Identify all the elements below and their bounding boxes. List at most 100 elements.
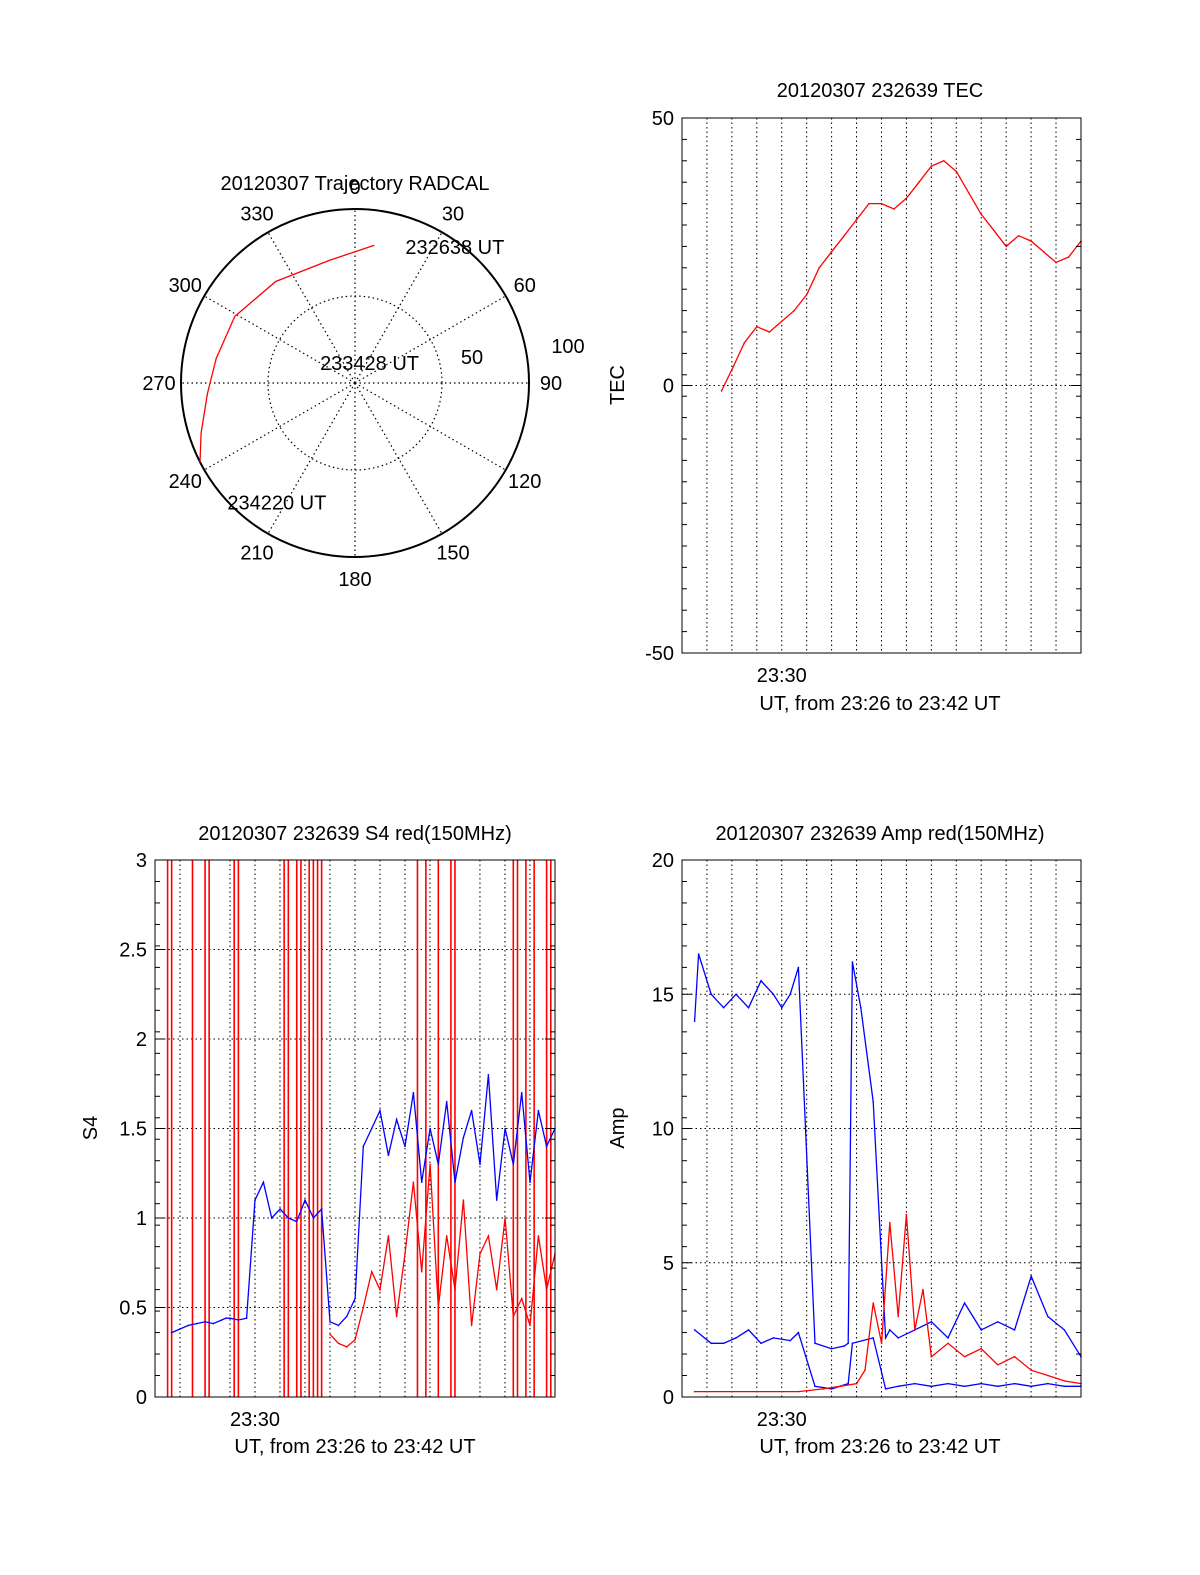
p3-series-1-point-26 [545, 1288, 548, 1291]
p3-series-1-point-13 [437, 1306, 440, 1309]
p4-series-0-point-30 [1063, 1329, 1066, 1331]
p3-series-0-point-7 [225, 1317, 227, 1319]
polar-azimuth-label-0: 0 [349, 177, 360, 199]
p3-series-1-point-15 [454, 1288, 456, 1291]
p3-series-0-point-40 [495, 1199, 498, 1201]
p4-series-0-point-3 [722, 1006, 725, 1009]
amp-x-tick-label: 23:30 [757, 1409, 807, 1431]
p3-series-1-point-7 [387, 1235, 390, 1237]
polar-azimuth-labels: 0 30 60 90 120 150 180 210 240 270 300 330 [142, 177, 562, 591]
p4-series-2-point-7 [872, 1302, 874, 1304]
s4-y-ticks: 0 0.5 1 1.5 2 2.5 3 [119, 850, 555, 1409]
p4-series-0-point-10 [797, 966, 800, 969]
p4-series-2-point-6 [864, 1369, 866, 1371]
p4-series-1-point-10 [830, 1388, 833, 1390]
p3-series-0-point-14 [279, 1208, 281, 1210]
p4-series-0-point-29 [1047, 1315, 1049, 1318]
p4-y-tick-label-3: 15 [652, 984, 674, 1006]
p4-series-2-point-1 [756, 1390, 758, 1393]
polar-trajectory-panel: 20120307 Trajectory RADCAL 0 30 60 90 120 150… [142, 173, 584, 591]
p4-y-tick-label-0: 0 [663, 1387, 674, 1409]
p2-series-0-point-1 [731, 368, 733, 371]
p3-series-0-point-4 [204, 1321, 206, 1323]
p2-series-0-point-28 [1067, 256, 1070, 258]
p4-series-1-point-7 [789, 1339, 791, 1342]
p4-series-2-point-11 [905, 1213, 908, 1216]
p4-series-0-point-28 [1030, 1275, 1032, 1277]
p4-series-1-point-21 [997, 1385, 999, 1388]
amp-minor-ticks [682, 880, 1081, 1377]
p3-series-0-point-9 [237, 1319, 240, 1321]
s4-series [170, 1074, 556, 1348]
p2-series-0-point-7 [806, 293, 808, 296]
p3-series-0-point-41 [504, 1127, 506, 1130]
p3-series-1-point-6 [379, 1288, 381, 1291]
s4-y-axis-label: S4 [80, 1116, 102, 1140]
polar-azimuth-label-120: 120 [508, 471, 541, 493]
p4-series-0-point-2 [710, 993, 712, 996]
polar-radius-label-100: 100 [551, 336, 584, 358]
p4-series-0-point-16 [860, 1006, 862, 1009]
amp-panel: 20120307 232639 Amp red(150MHz) 0 5 10 15 20… [607, 823, 1082, 1458]
s4-panel: 20120307 232639 S4 red(150MHz) 0 0.5 1 1.5 2… [80, 823, 556, 1458]
p3-series-1-point-23 [520, 1297, 523, 1300]
p3-y-tick-label-0: 0 [136, 1387, 147, 1409]
polar-spoke-330 [267, 232, 356, 384]
polar-trajectory-line [199, 244, 375, 463]
p4-series-2-point-12 [914, 1329, 916, 1331]
p3-series-0-point-43 [520, 1091, 523, 1094]
p3-series-1-point-12 [429, 1163, 431, 1166]
p4-series-1-point-5 [760, 1342, 762, 1345]
p3-series-0-point-8 [229, 1317, 231, 1319]
p3-series-0-point-27 [387, 1154, 390, 1157]
p3-series-0-point-16 [295, 1220, 298, 1223]
p4-series-1-point-2 [722, 1342, 725, 1345]
polar-annotation-2: 233428 UT [320, 353, 419, 375]
p4-series-2-point-22 [1063, 1380, 1066, 1382]
p4-series-0-point-23 [947, 1337, 949, 1339]
p3-series-0-point-3 [195, 1322, 198, 1325]
p4-series-0-point-27 [1013, 1329, 1016, 1331]
p3-series-1-point-8 [395, 1315, 398, 1318]
polar-radius-labels: 50 100 [461, 336, 585, 369]
p2-series-0-point-23 [1005, 245, 1007, 248]
p4-series-2-point-13 [922, 1288, 924, 1291]
polar-outer-ring [180, 208, 530, 558]
p3-series-0-point-20 [329, 1321, 331, 1323]
p3-series-0-point-2 [187, 1324, 190, 1327]
p3-series-0-point-45 [537, 1109, 540, 1112]
polar-azimuth-label-60: 60 [514, 275, 536, 297]
p3-series-1-point-0 [329, 1333, 331, 1336]
p2-series-0-point-20 [968, 192, 970, 194]
p4-series-1-point-18 [947, 1382, 949, 1385]
amp-y-axis-label: Amp [607, 1107, 629, 1148]
p2-series-0-point-19 [955, 170, 958, 173]
p3-series-0-point-26 [379, 1109, 381, 1112]
p2-series-0-point-15 [905, 197, 908, 200]
p3-series-1-point-20 [495, 1288, 498, 1291]
p3-series-1-point-25 [537, 1235, 540, 1237]
p2-series-0-point-3 [756, 325, 758, 328]
polar-azimuth-label-240: 240 [169, 471, 202, 493]
p4-series-2-point-9 [889, 1221, 891, 1224]
p2-series-0-point-24 [1017, 234, 1020, 237]
p4-series-2-point-8 [880, 1342, 883, 1345]
p4-series-0-point-15 [851, 961, 854, 963]
tec-series [720, 160, 1082, 392]
p4-series-2-point-3 [822, 1388, 825, 1390]
p2-series-0-point-21 [980, 213, 982, 216]
polar-grid [181, 209, 529, 557]
p2-series-0-point-16 [918, 181, 920, 183]
p3-series-0-point-17 [304, 1199, 306, 1201]
p3-series-0-point-30 [412, 1091, 415, 1094]
p3-series-0-point-38 [479, 1163, 481, 1166]
p3-series-1-point-1 [337, 1342, 340, 1345]
p4-series-0-point-11 [814, 1342, 816, 1345]
p3-series-0-point-46 [545, 1145, 548, 1148]
p4-series-0-point-8 [781, 1006, 783, 1009]
p3-series-0-point-6 [220, 1319, 223, 1321]
p2-series-0-point-18 [943, 160, 945, 162]
p4-series-1-point-8 [797, 1331, 800, 1334]
p4-series-2-point-19 [1013, 1355, 1016, 1358]
p4-series-1-point-14 [884, 1388, 887, 1390]
